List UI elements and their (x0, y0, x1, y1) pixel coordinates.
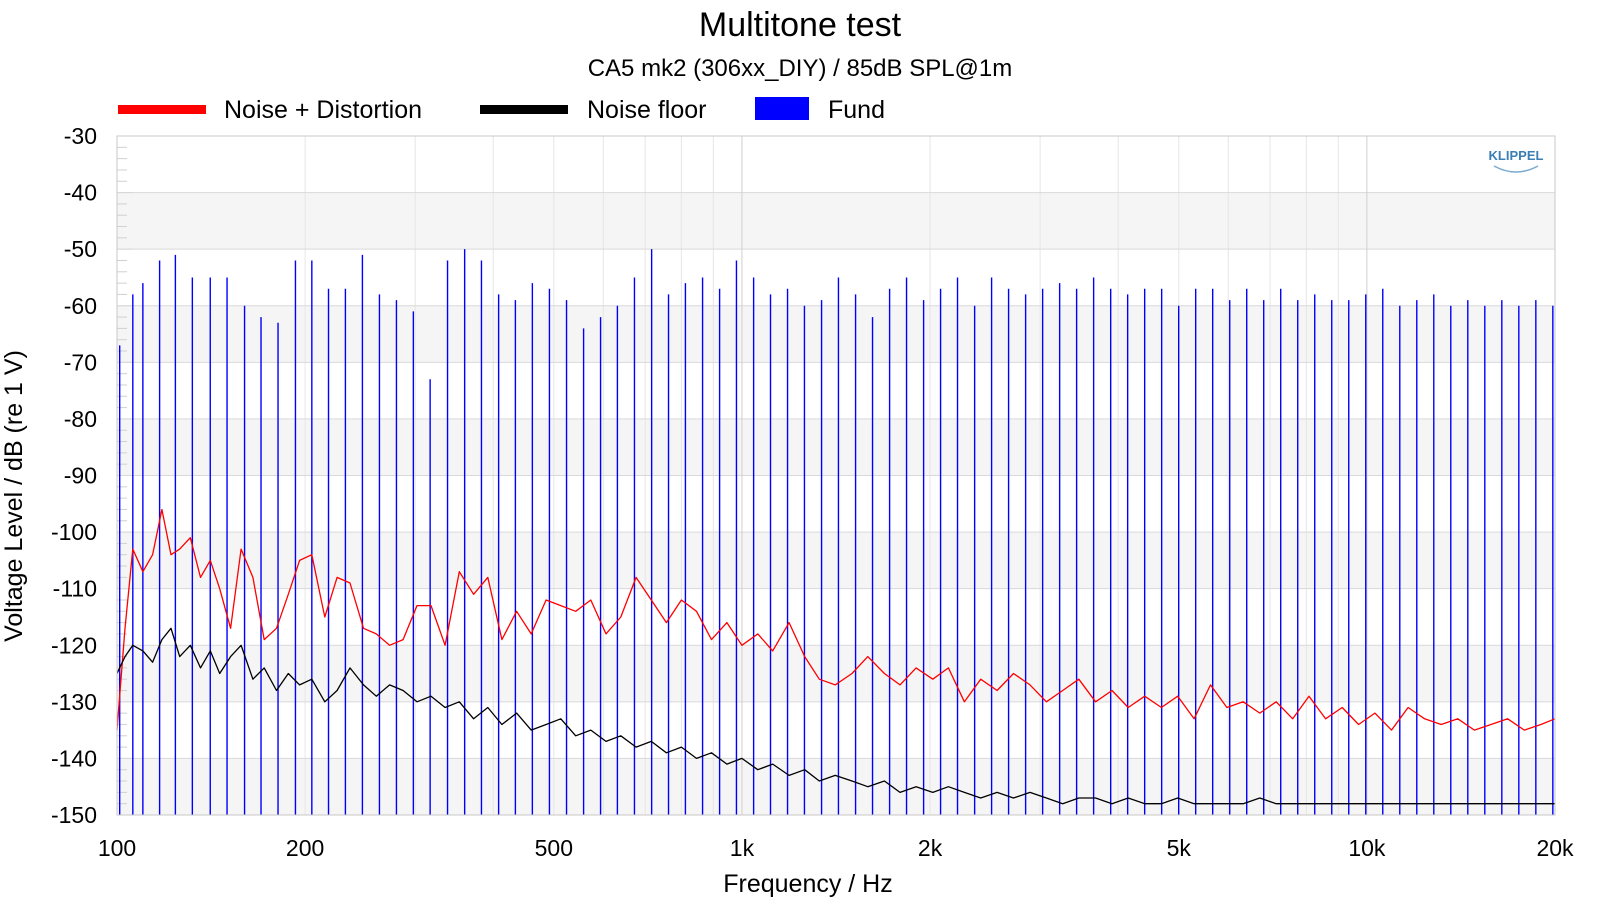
klippel-logo-text: KLIPPEL (1489, 148, 1544, 163)
plot-band (117, 645, 1555, 702)
y-axis-tick-labels: -30 -40 -50 -60 -70 -80 -90 -100 -110 -120 -130 -14… (51, 123, 97, 828)
y-tick-label: -130 (51, 689, 97, 715)
chart-title: Multitone test (699, 6, 902, 44)
noise-floor-line (116, 627, 1555, 805)
plot-band (117, 701, 1555, 759)
x-axis-label: Frequency / Hz (723, 870, 893, 898)
legend-label-noise-distortion: Noise + Distortion (224, 96, 422, 124)
plot-band (117, 362, 1555, 419)
legend-label-fund: Fund (828, 96, 885, 124)
y-tick-label: -110 (53, 576, 97, 602)
plot-band (117, 475, 1555, 533)
y-tick-label: -50 (64, 236, 97, 262)
x-tick-label: 100 (98, 835, 136, 861)
legend-label-noise-floor: Noise floor (587, 96, 707, 124)
plot-band (117, 305, 1555, 363)
y-axis-label: Voltage Level / dB (re 1 V) (0, 350, 28, 642)
series-noise-floor (116, 627, 1555, 805)
x-tick-label: 1k (730, 835, 755, 861)
plot-band (117, 249, 1555, 306)
plot-band (117, 192, 1555, 250)
y-tick-label: -40 (64, 180, 97, 206)
legend-swatch-fund (755, 97, 809, 120)
series-fund (119, 249, 1554, 815)
x-tick-label: 10k (1348, 835, 1386, 861)
klippel-logo-arc (1493, 165, 1539, 173)
x-tick-label: 2k (918, 835, 943, 861)
x-tick-label: 200 (286, 835, 324, 861)
y-tick-label: -90 (64, 463, 97, 489)
noise-distortion-line (116, 508, 1556, 731)
plot-band (117, 588, 1555, 646)
plot-band (117, 136, 1555, 193)
plot-frame (116, 135, 1556, 816)
y-tick-label: -120 (51, 632, 97, 658)
y-tick-label: -30 (64, 123, 97, 149)
y-tick-label: -70 (64, 349, 97, 375)
x-tick-label: 20k (1536, 835, 1574, 861)
x-tick-label: 500 (535, 835, 573, 861)
y-tick-label: -140 (51, 745, 97, 771)
legend-swatch-noise-floor (480, 105, 568, 114)
y-tick-label: -150 (51, 802, 97, 828)
legend: Noise + Distortion Noise floor Fund (118, 96, 885, 124)
y-tick-label: -60 (64, 293, 97, 319)
legend-entry-noise-distortion: Noise + Distortion (118, 96, 422, 124)
legend-entry-noise-floor: Noise floor (480, 96, 707, 124)
legend-swatch-noise-distortion (118, 105, 206, 114)
plot-band (117, 532, 1555, 589)
y-tick-label: -80 (64, 406, 97, 432)
x-axis-tick-labels: 100 200 500 1k 2k 5k 10k 20k (98, 835, 1574, 861)
y-tick-label: -100 (51, 519, 97, 545)
plot-band (117, 418, 1555, 476)
legend-entry-fund: Fund (755, 96, 885, 124)
series-noise-distortion (116, 508, 1556, 731)
chart-subtitle: CA5 mk2 (306xx_DIY) / 85dB SPL@1m (588, 55, 1013, 82)
klippel-logo: KLIPPEL (1489, 148, 1544, 173)
plot-band (117, 758, 1555, 815)
x-tick-label: 5k (1167, 835, 1192, 861)
